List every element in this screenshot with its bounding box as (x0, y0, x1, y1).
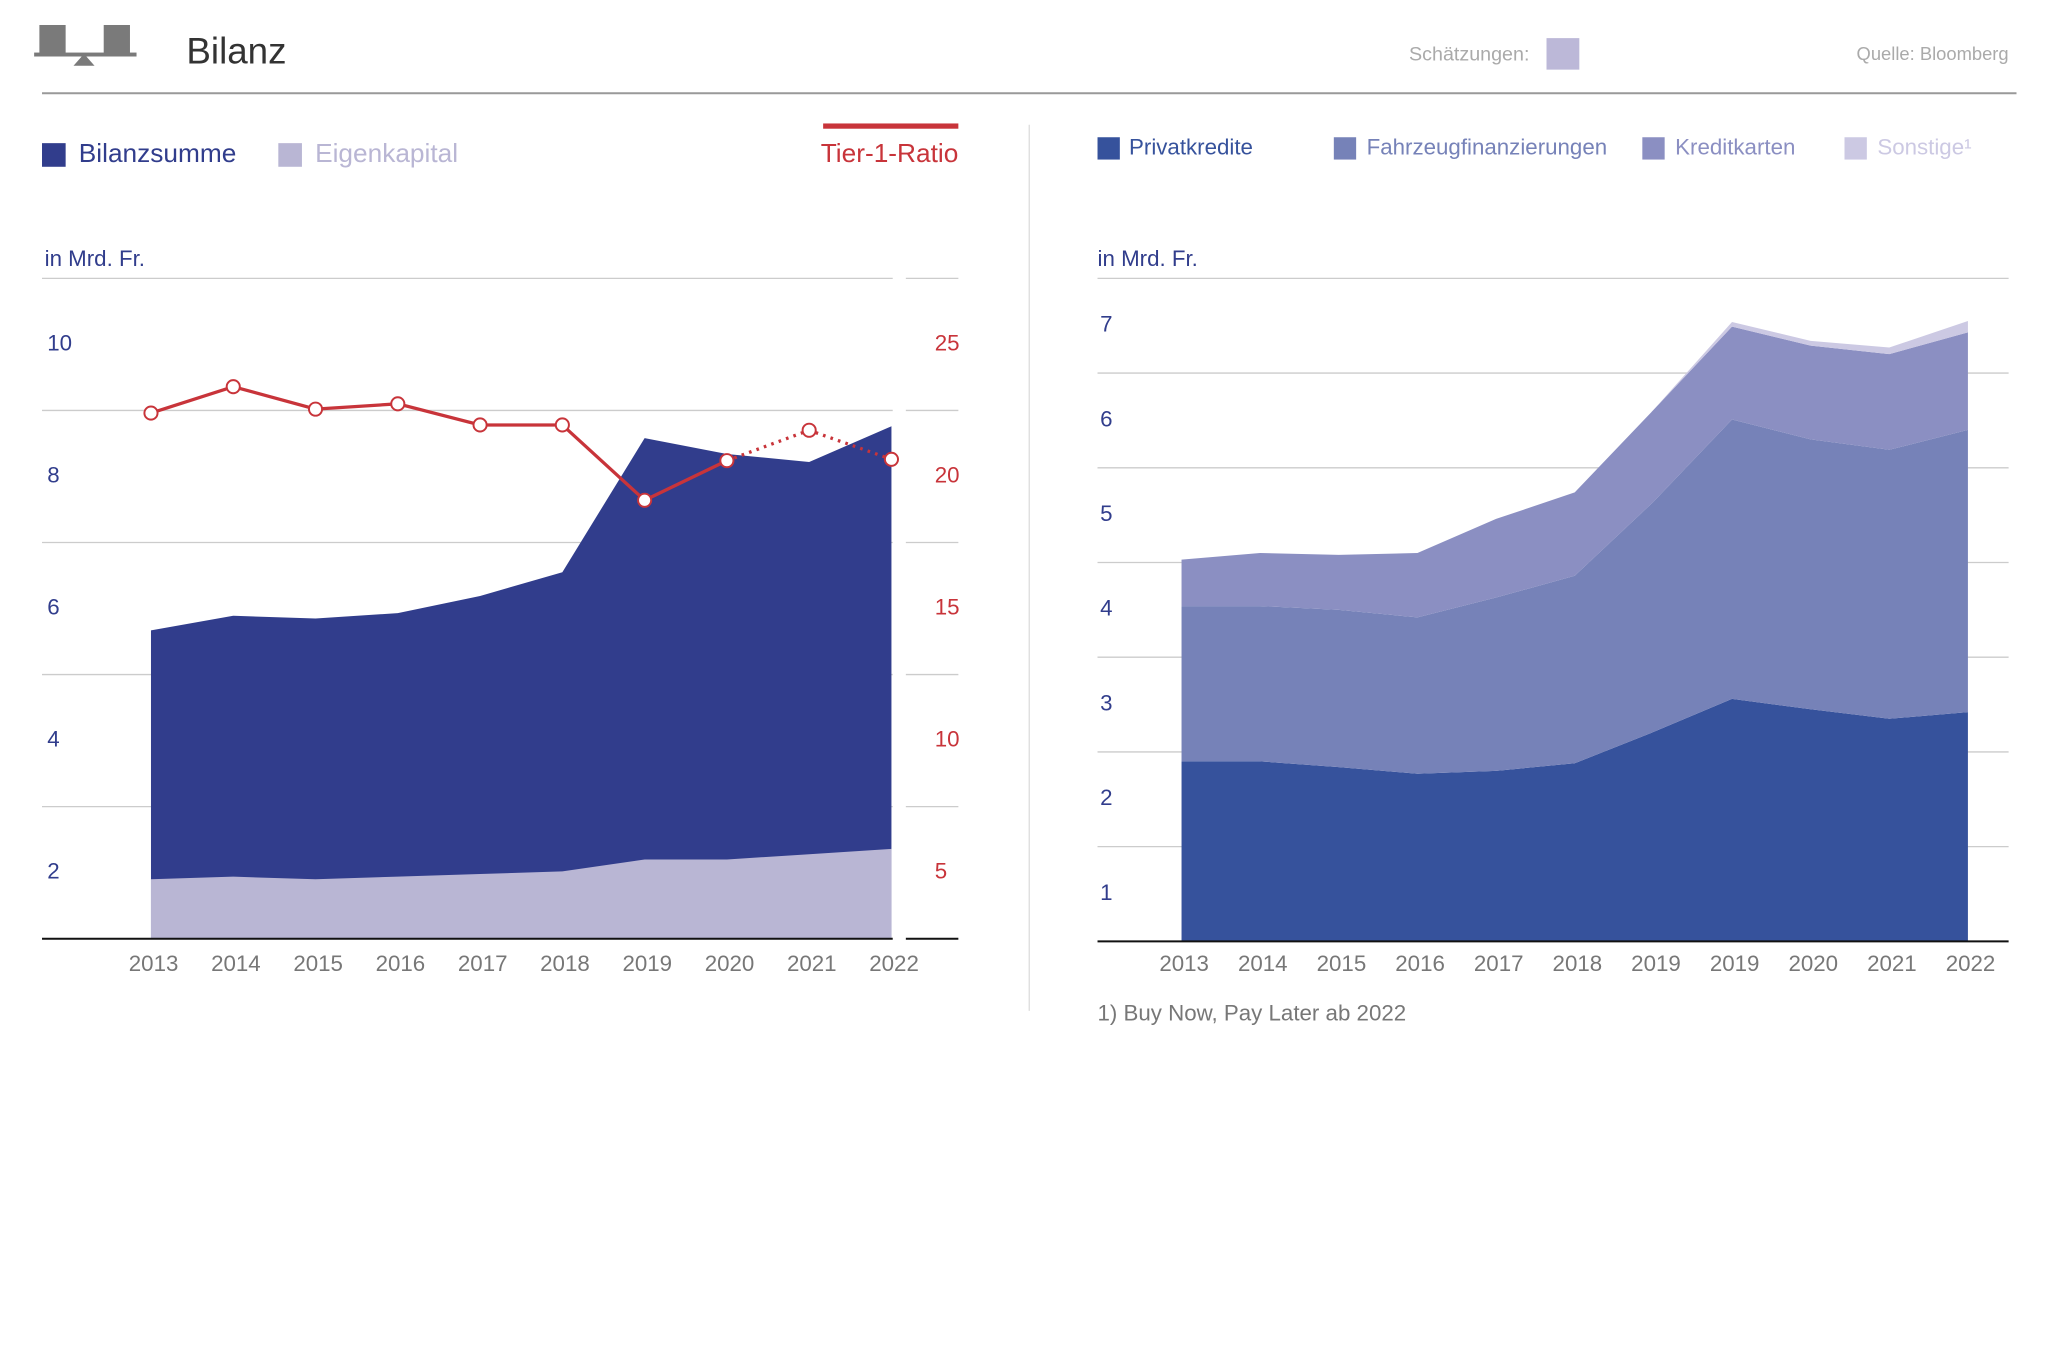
logo-bar (34, 52, 137, 57)
y2-tick-label: 25 (935, 330, 960, 355)
line-marker (225, 379, 241, 395)
y-tick-label: 6 (47, 594, 59, 619)
logo-block (103, 24, 130, 54)
x-tick-label: 2017 (1474, 951, 1524, 976)
x-tick-label: 2018 (540, 951, 590, 976)
legend-bar (823, 123, 959, 129)
legend-label: Privatkredite (1129, 134, 1253, 159)
legend-swatch (278, 143, 302, 167)
y2-tick-label: 5 (935, 859, 947, 884)
legend-label: Fahrzeugfinanzierungen (1367, 134, 1607, 159)
legend-label: Kreditkarten (1675, 134, 1795, 159)
x-tick-label: 2019 (622, 951, 672, 976)
logo-base (73, 53, 95, 66)
y-tick-label: 7 (1100, 312, 1112, 337)
source: Quelle: Bloomberg (1857, 43, 2009, 64)
chart: in Mrd. Fr. 2 4 6 8 10 5 10 15 20 25 2013 2014 2015 20… (42, 123, 960, 976)
line-marker (143, 405, 159, 421)
y-tick-label: 3 (1100, 690, 1112, 715)
page-title: Bilanz (186, 31, 286, 72)
x-tick-label: 2015 (293, 951, 343, 976)
y-tick-label: 2 (47, 859, 59, 884)
x-tick-label: 2019 (1710, 951, 1760, 976)
x-tick-label: 2013 (129, 951, 179, 976)
x-tick-label: 2020 (1788, 951, 1838, 976)
footnote: 1) Buy Now, Pay Later ab 2022 (1098, 1001, 1407, 1026)
x-tick-label: 2020 (705, 951, 755, 976)
area-series (1181, 698, 1968, 942)
area-series (150, 426, 892, 939)
line-marker (390, 396, 406, 412)
y-tick-label: 1 (1100, 880, 1112, 905)
estimates-label: Schätzungen: (1409, 43, 1529, 65)
line-marker (472, 417, 488, 433)
x-tick-label: 2022 (1946, 951, 1996, 976)
x-tick-label: 2013 (1159, 951, 1209, 976)
y-tick-label: 4 (47, 727, 59, 752)
line-marker (554, 417, 570, 433)
x-tick-label: 2017 (458, 951, 508, 976)
x-tick-label: 2021 (787, 951, 837, 976)
line-marker (307, 401, 324, 417)
y2-tick-label: 20 (935, 462, 960, 487)
x-tick-label: 2021 (1867, 951, 1917, 976)
legend-label: Tier-1-Ratio (821, 138, 959, 168)
x-tick-label: 2016 (1395, 951, 1445, 976)
x-tick-label: 2018 (1553, 951, 1603, 976)
y-tick-label: 6 (1100, 406, 1112, 431)
line-marker (883, 451, 899, 467)
line-marker (801, 422, 817, 438)
x-tick-label: 2015 (1317, 951, 1367, 976)
y2-tick-label: 10 (935, 727, 960, 752)
legend-label: Bilanzsumme (79, 138, 237, 168)
y-tick-label: 5 (1100, 501, 1112, 526)
y-tick-label: 4 (1100, 596, 1112, 621)
line-series (150, 384, 728, 503)
legend-swatch (1333, 137, 1357, 160)
y-tick-label: 2 (1100, 785, 1112, 810)
x-tick-label: 2022 (869, 951, 919, 976)
legend-swatch (42, 143, 66, 167)
line-marker (637, 492, 653, 508)
y2-tick-label: 15 (935, 594, 960, 619)
logo-block (39, 24, 66, 54)
x-tick-label: 2016 (376, 951, 426, 976)
logo (34, 24, 137, 66)
legend-swatch (1642, 137, 1665, 160)
estimates-swatch (1546, 38, 1580, 70)
area-series (1181, 419, 1968, 774)
area-series (1181, 326, 1968, 618)
y-tick-label: 10 (47, 330, 72, 355)
x-tick-label: 2014 (1238, 951, 1288, 976)
line-marker (719, 453, 735, 469)
y-axis-label: in Mrd. Fr. (45, 246, 145, 271)
chart: in Mrd. Fr. 1 2 3 4 5 6 7 2013 2014 2015 2016 2017 20… (1097, 134, 2009, 1026)
legend-swatch (1844, 137, 1867, 160)
y-tick-label: 8 (47, 462, 59, 487)
legend-label: Sonstige¹ (1877, 134, 1971, 159)
x-tick-label: 2019 (1631, 951, 1681, 976)
y-axis-label: in Mrd. Fr. (1098, 246, 1198, 271)
area-series (150, 848, 892, 939)
legend-label: Eigenkapital (315, 138, 458, 168)
x-tick-label: 2014 (211, 951, 261, 976)
legend-swatch (1097, 137, 1120, 160)
